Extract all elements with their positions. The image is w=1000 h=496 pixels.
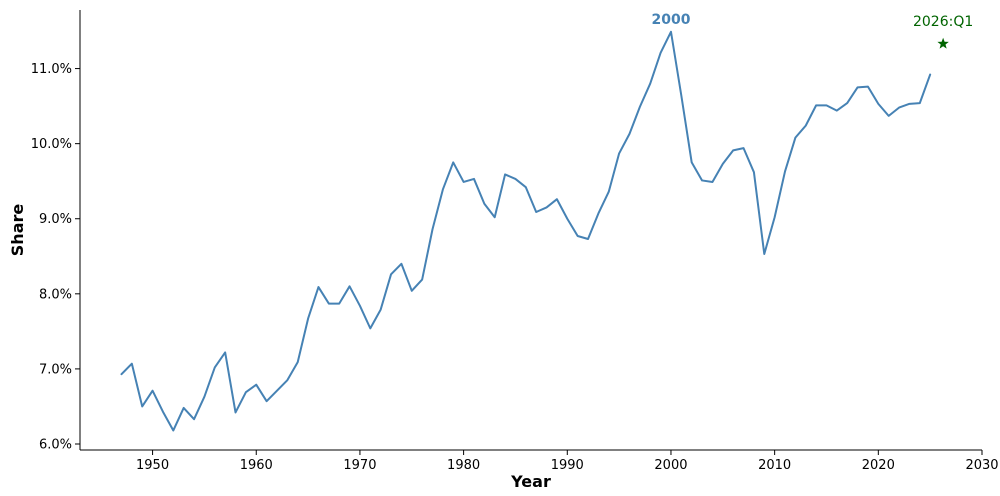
x-tick-label: 1970 xyxy=(343,458,376,473)
y-tick-label: 10.0% xyxy=(31,137,72,152)
forecast-point-label: 2026:Q1 xyxy=(913,14,973,30)
y-tick-label: 8.0% xyxy=(39,287,72,302)
x-tick-label: 2030 xyxy=(965,458,998,473)
series-line xyxy=(120,30,932,432)
x-axis-title: Year xyxy=(510,472,551,491)
x-tick-label: 1950 xyxy=(136,458,169,473)
y-tick-label: 6.0% xyxy=(39,437,72,452)
x-tick-label: 1990 xyxy=(551,458,584,473)
x-tick-label: 2020 xyxy=(862,458,895,473)
y-tick-label: 11.0% xyxy=(31,62,72,77)
peak-annotation-label: 2000 xyxy=(651,12,690,28)
x-tick-label: 1980 xyxy=(447,458,480,473)
x-tick-label: 2010 xyxy=(758,458,791,473)
chart-marks: 2000 2026:Q1 xyxy=(120,12,973,432)
y-axis-title: Share xyxy=(8,204,27,257)
x-tick-label: 2000 xyxy=(654,458,687,473)
axes: 1950 1960 1970 1980 1990 2000 2010 2020 2030 6.0%… xyxy=(31,10,999,473)
x-tick-label: 1960 xyxy=(240,458,273,473)
forecast-star-point xyxy=(937,37,949,49)
y-tick-label: 7.0% xyxy=(39,362,72,377)
y-tick-label: 9.0% xyxy=(39,212,72,227)
